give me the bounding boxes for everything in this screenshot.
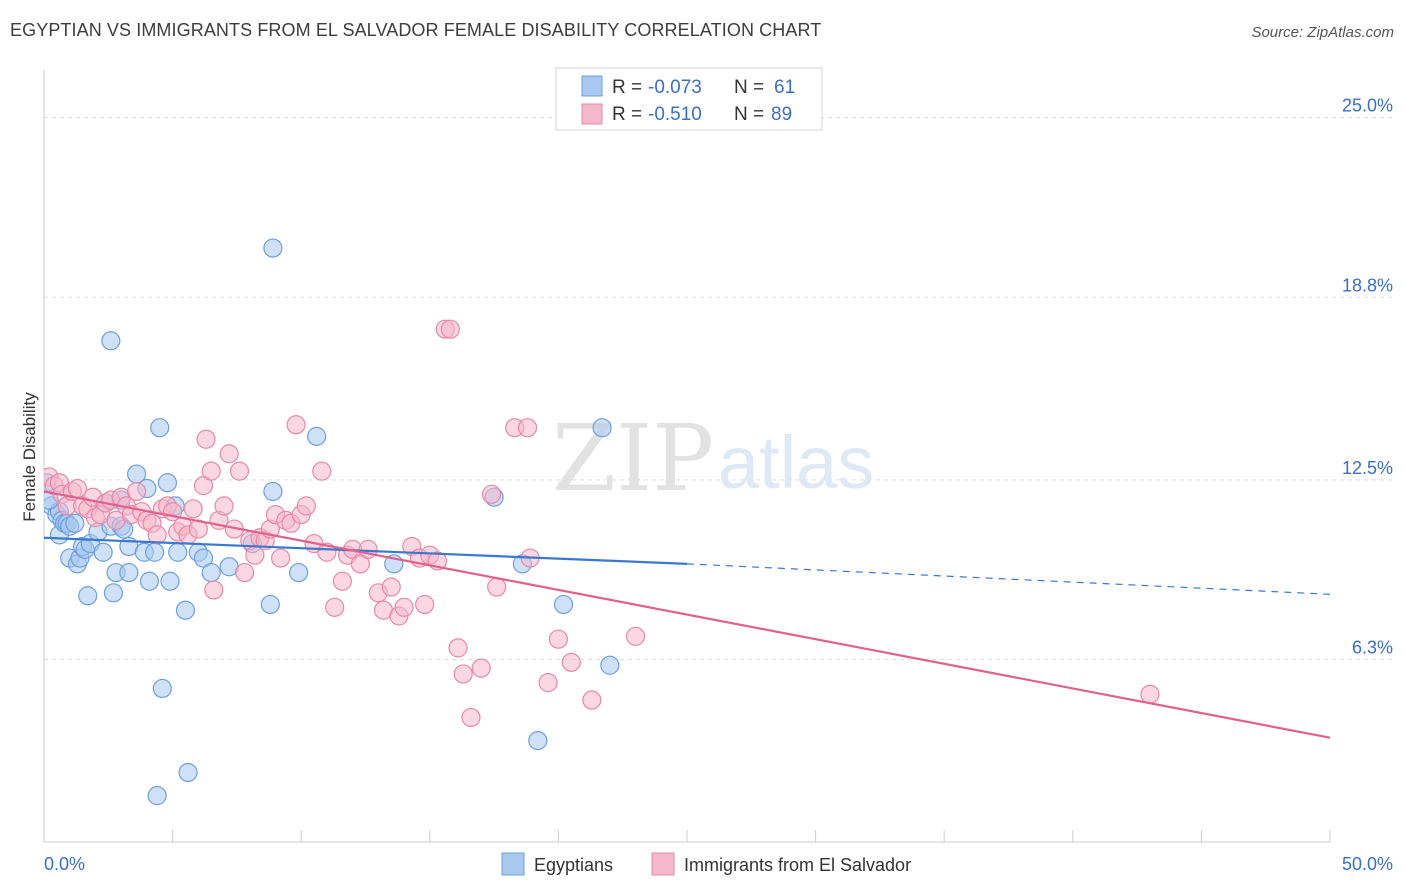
- el-salvador-point: [235, 562, 255, 583]
- x-tick-label-max: 50.0%: [1342, 854, 1393, 874]
- stats-swatch-blue: [581, 75, 603, 97]
- el-salvador-point: [296, 496, 316, 516]
- legend-label-egyptians: Egyptians: [534, 855, 613, 875]
- el-salvador-point: [487, 577, 507, 597]
- el-salvador-point: [204, 580, 224, 600]
- stats-n-value-1: 61: [774, 77, 795, 98]
- el-salvador-point: [625, 626, 646, 646]
- egyptians-point: [263, 481, 283, 502]
- el-salvador-trend-line: [43, 490, 1331, 739]
- egyptians-point: [528, 730, 548, 751]
- el-salvador-point: [394, 597, 414, 617]
- data-points: [44, 238, 1160, 806]
- el-salvador-point: [229, 461, 250, 481]
- stats-n-label-2: N =: [734, 104, 764, 125]
- egyptians-point: [178, 762, 198, 783]
- el-salvador-point: [453, 664, 473, 684]
- chart-source: Source: ZipAtlas.com: [1251, 24, 1394, 41]
- legend-swatch-egyptians: [501, 852, 525, 876]
- egyptians-point: [78, 586, 98, 606]
- egyptians-point: [150, 418, 170, 438]
- y-axis-title: Female Disability: [20, 392, 39, 522]
- egyptians-point: [263, 238, 283, 258]
- el-salvador-point: [517, 418, 538, 438]
- el-salvador-point: [214, 496, 234, 516]
- x-tick-label-min: 0.0%: [44, 854, 85, 874]
- el-salvador-point: [317, 542, 337, 562]
- el-salvador-point: [440, 319, 460, 339]
- egyptians-point: [93, 542, 113, 562]
- egyptians-point: [160, 571, 180, 591]
- stats-n-label-1: N =: [734, 77, 764, 98]
- egyptians-point: [144, 542, 165, 562]
- el-salvador-point: [1140, 684, 1160, 704]
- el-salvador-point: [126, 481, 147, 502]
- y-tick-label: 6.3%: [1352, 637, 1393, 657]
- egyptians-point: [119, 562, 139, 583]
- y-tick-label: 12.5%: [1342, 458, 1393, 478]
- stats-r-label-2: R =: [612, 104, 642, 125]
- legend-label-el-salvador: Immigrants from El Salvador: [684, 855, 911, 875]
- el-salvador-point: [312, 461, 332, 481]
- el-salvador-point: [582, 690, 602, 710]
- legend-swatch-el-salvador: [651, 852, 675, 876]
- stats-n-value-2: 89: [771, 104, 792, 125]
- chart-title: EGYPTIAN VS IMMIGRANTS FROM EL SALVADOR …: [10, 20, 822, 40]
- egyptians-point: [147, 786, 167, 806]
- egyptians-point: [157, 473, 178, 493]
- legend: Egyptians Immigrants from El Salvador: [501, 852, 911, 876]
- el-salvador-point: [201, 461, 221, 481]
- el-salvador-point: [561, 652, 581, 672]
- el-salvador-point: [538, 673, 558, 693]
- el-salvador-point: [271, 548, 291, 568]
- egyptians-point: [103, 583, 124, 603]
- egyptians-point: [600, 655, 620, 675]
- watermark-atlas: atlas: [718, 421, 874, 504]
- y-tick-label: 18.8%: [1342, 275, 1393, 295]
- egyptians-point: [168, 542, 188, 562]
- egyptians-point: [260, 594, 280, 615]
- el-salvador-point: [548, 629, 569, 649]
- egyptians-point: [289, 562, 309, 583]
- stats-box: R = -0.073 N = 61 R = -0.510 N = 89: [555, 67, 823, 131]
- y-tick-label: 25.0%: [1342, 96, 1393, 116]
- egyptians-point: [139, 571, 160, 591]
- egyptians-point: [592, 418, 612, 438]
- el-salvador-point: [286, 415, 306, 435]
- watermark-zip: ZIP: [552, 405, 714, 512]
- egyptians-point: [101, 331, 121, 351]
- egyptians-point: [152, 678, 172, 699]
- el-salvador-point: [196, 429, 216, 449]
- el-salvador-point: [381, 577, 401, 597]
- egyptians-point: [175, 600, 196, 620]
- el-salvador-point: [332, 571, 352, 591]
- egyptians-point: [307, 426, 327, 446]
- el-salvador-point: [415, 594, 435, 615]
- axes: [43, 70, 1331, 843]
- egyptians-point: [201, 562, 221, 583]
- el-salvador-point: [461, 707, 481, 728]
- el-salvador-point: [183, 499, 203, 519]
- egyptians-trend-line: [43, 536, 688, 565]
- watermark: ZIP atlas: [552, 405, 874, 512]
- el-salvador-point: [448, 638, 468, 658]
- el-salvador-point: [325, 597, 345, 617]
- el-salvador-point: [147, 525, 167, 545]
- egyptians-trend-extension: [686, 563, 1331, 595]
- stats-r-value-1: -0.073: [648, 77, 702, 98]
- tick-labels: 6.3% 12.5% 18.8% 25.0% 0.0% 50.0%: [44, 96, 1393, 874]
- el-salvador-point: [219, 444, 239, 464]
- el-salvador-point: [471, 658, 491, 678]
- stats-swatch-pink: [581, 103, 603, 125]
- stats-r-label-1: R =: [612, 77, 642, 98]
- stats-r-value-2: -0.510: [648, 104, 702, 125]
- egyptians-point: [553, 594, 574, 615]
- egyptians-point: [65, 513, 85, 533]
- el-salvador-point: [481, 484, 502, 504]
- trend-lines: [43, 490, 1331, 739]
